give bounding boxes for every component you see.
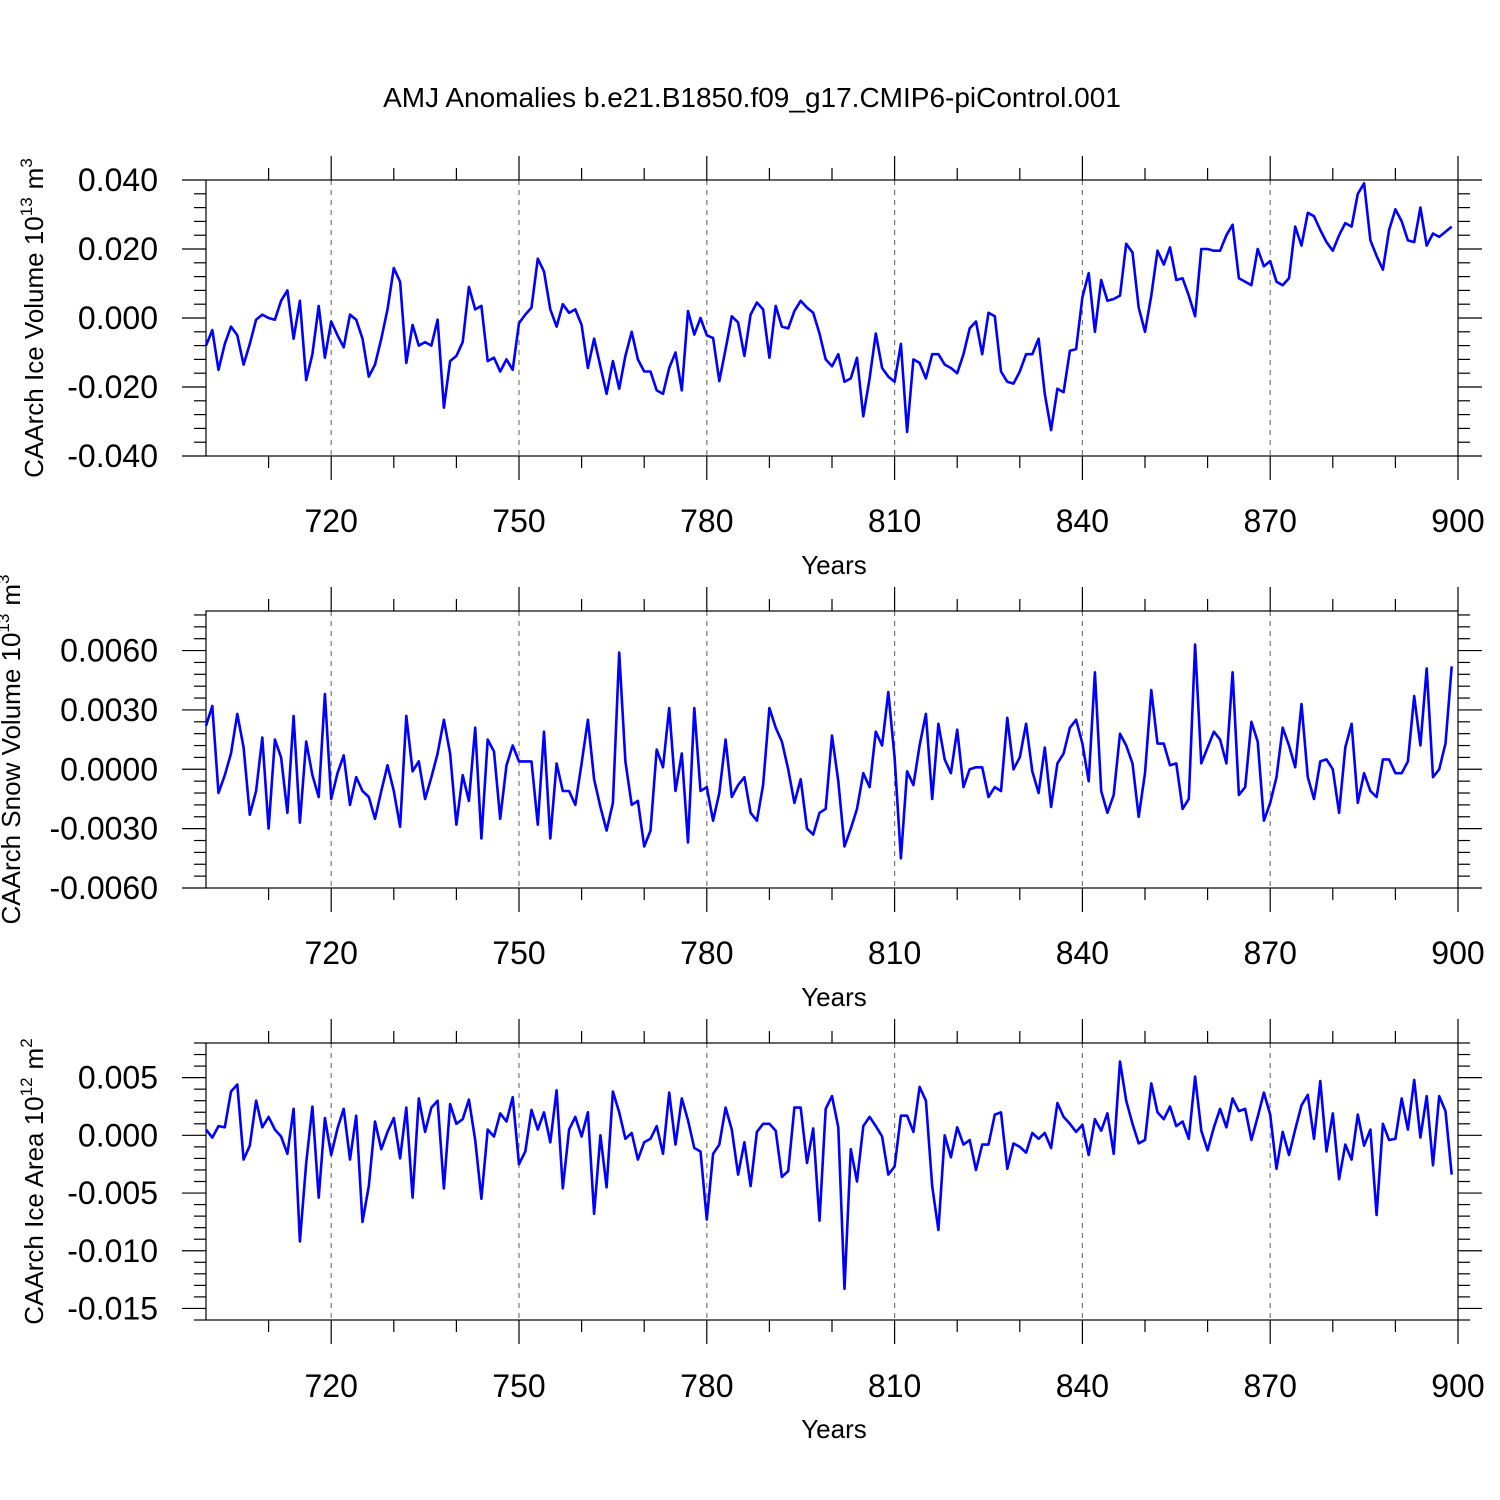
y-axis-title-exponent: 12 bbox=[17, 1077, 36, 1096]
y-axis-title-unit-exponent: 3 bbox=[17, 158, 36, 167]
y-axis-title: CAArch Snow Volume 1013 m3 bbox=[0, 575, 26, 925]
y-tick-label: 0.000 bbox=[78, 300, 158, 336]
y-tick-label: 0.0030 bbox=[60, 692, 158, 728]
y-tick-label: -0.005 bbox=[67, 1175, 158, 1211]
y-tick-label: -0.040 bbox=[67, 438, 158, 474]
x-tick-label: 720 bbox=[305, 935, 358, 971]
y-axis-title-text: CAArch Ice Area 10 bbox=[19, 1096, 49, 1324]
y-axis-title-unit-exponent: 3 bbox=[0, 575, 13, 584]
x-tick-label: 900 bbox=[1431, 1368, 1484, 1404]
y-tick-label: -0.015 bbox=[67, 1290, 158, 1326]
y-axis-title-text: CAArch Snow Volume 10 bbox=[0, 633, 26, 925]
x-tick-label: 900 bbox=[1431, 503, 1484, 539]
y-tick-label: 0.000 bbox=[78, 1117, 158, 1153]
x-tick-label: 810 bbox=[868, 503, 921, 539]
y-tick-label: 0.020 bbox=[78, 231, 158, 267]
snow-volume-panel: -0.0060 -0.0030 0.0000 0.0030 0.0060 720 750 78… bbox=[0, 575, 1485, 1013]
y-axis-title-unit-exponent: 2 bbox=[17, 1038, 36, 1047]
y-axis-title-exponent: 13 bbox=[0, 614, 13, 633]
series-line bbox=[204, 182, 1453, 434]
x-tick-label: 900 bbox=[1431, 935, 1484, 971]
x-tick-label: 720 bbox=[305, 1368, 358, 1404]
series-line bbox=[204, 643, 1453, 860]
y-axis-title: CAArch Ice Volume 1013 m3 bbox=[17, 158, 49, 478]
x-tick-label: 780 bbox=[680, 503, 733, 539]
x-tick-label: 750 bbox=[492, 1368, 545, 1404]
y-tick-label: 0.0000 bbox=[60, 751, 158, 787]
x-axis-title: Years bbox=[801, 1414, 867, 1444]
y-tick-label: -0.010 bbox=[67, 1233, 158, 1269]
x-tick-label: 840 bbox=[1056, 935, 1109, 971]
x-axis-title: Years bbox=[801, 982, 867, 1012]
x-axis-title: Years bbox=[801, 550, 867, 580]
ice-volume-panel: -0.040 -0.020 0.000 0.020 0.040 720 750 780 810 8… bbox=[17, 156, 1485, 580]
y-axis-title-unit: m bbox=[19, 168, 49, 190]
x-tick-label: 840 bbox=[1056, 1368, 1109, 1404]
x-tick-label: 810 bbox=[868, 935, 921, 971]
ice-area-panel: -0.015 -0.010 -0.005 0.000 0.005 720 750 780 810… bbox=[17, 1019, 1485, 1444]
x-tick-label: 870 bbox=[1244, 1368, 1297, 1404]
x-tick-label: 780 bbox=[680, 1368, 733, 1404]
y-tick-label: -0.0030 bbox=[49, 811, 158, 847]
y-tick-label: 0.005 bbox=[78, 1060, 158, 1096]
x-tick-label: 780 bbox=[680, 935, 733, 971]
x-tick-label: 720 bbox=[305, 503, 358, 539]
x-tick-label: 810 bbox=[868, 1368, 921, 1404]
x-tick-label: 840 bbox=[1056, 503, 1109, 539]
y-axis-title-exponent: 13 bbox=[17, 197, 36, 216]
figure-title: AMJ Anomalies b.e21.B1850.f09_g17.CMIP6-… bbox=[383, 82, 1121, 113]
y-tick-label: 0.0060 bbox=[60, 633, 158, 669]
x-tick-label: 750 bbox=[492, 935, 545, 971]
y-tick-label: 0.040 bbox=[78, 162, 158, 198]
series-line bbox=[204, 1060, 1453, 1291]
y-axis-title-text: CAArch Ice Volume 10 bbox=[19, 216, 49, 478]
y-axis-title-unit: m bbox=[0, 584, 26, 606]
y-tick-label: -0.0060 bbox=[49, 870, 158, 906]
y-axis-title: CAArch Ice Area 1012 m2 bbox=[17, 1038, 49, 1324]
x-tick-label: 750 bbox=[492, 503, 545, 539]
y-axis-title-unit: m bbox=[19, 1048, 49, 1070]
y-tick-label: -0.020 bbox=[67, 369, 158, 405]
x-tick-label: 870 bbox=[1244, 503, 1297, 539]
x-tick-label: 870 bbox=[1244, 935, 1297, 971]
